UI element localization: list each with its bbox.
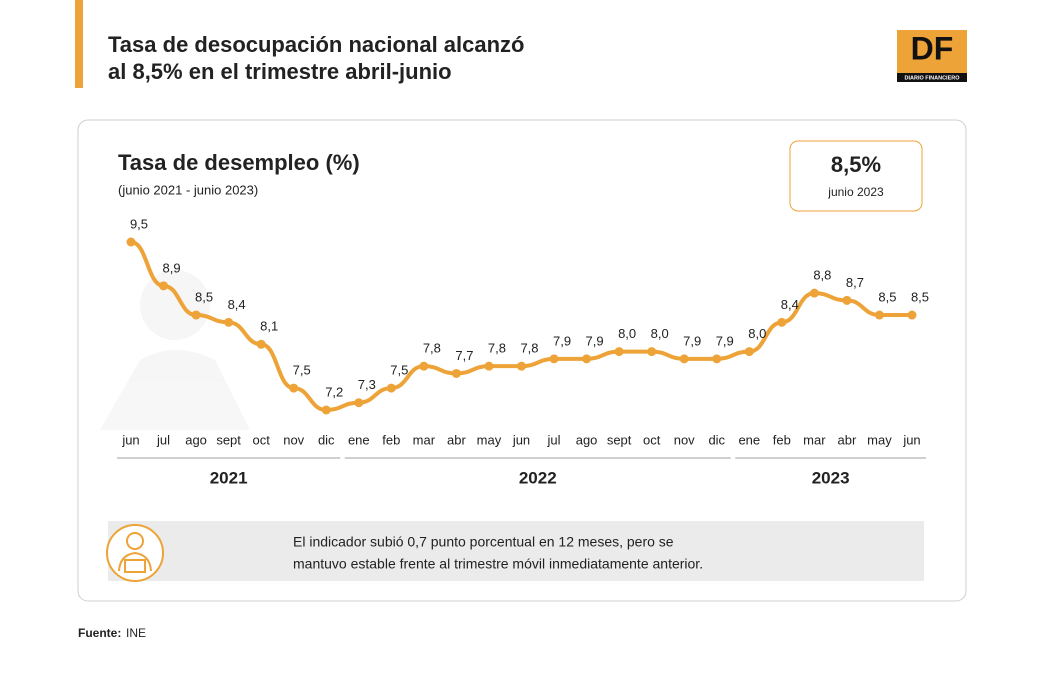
x-tick-label: ago [185,432,207,447]
value-label: 7,8 [520,341,538,356]
group-label: 2021 [210,468,248,487]
point [679,354,689,364]
accent-bar [75,0,83,88]
callout-box [789,140,923,212]
value-label: 7,2 [325,384,343,399]
point [712,354,722,364]
point [614,347,624,357]
value-label: 8,9 [163,260,181,275]
value-label: 8,1 [260,319,278,334]
group-label: 2022 [519,468,557,487]
value-label: 7,9 [553,333,571,348]
source-label: Fuente: [78,626,121,640]
x-tick-label: nov [283,432,304,447]
point [289,383,299,393]
point [549,354,559,364]
value-label: 7,8 [488,341,506,356]
point [321,405,331,415]
headline: Tasa de desocupación nacional alcanzó [108,32,525,57]
logo-strip [897,73,967,82]
value-label: 7,5 [293,363,311,378]
value-label: 8,5 [878,289,896,304]
x-tick-label: jun [512,432,530,447]
value-label: 8,5 [195,289,213,304]
x-tick-label: oct [252,432,270,447]
value-label: 9,5 [130,216,148,231]
x-tick-label: feb [773,432,791,447]
x-tick-label: mar [803,432,826,447]
point [647,347,657,357]
point [582,354,592,364]
point [191,310,201,320]
x-tick-label: dic [318,432,335,447]
x-tick-label: dic [708,432,725,447]
value-label: 7,5 [390,363,408,378]
value-label: 8,5 [911,289,929,304]
value-label: 8,0 [618,326,636,341]
value-label: 7,3 [358,377,376,392]
x-tick-label: jun [121,432,139,447]
callout-value: 8,5% [831,152,881,177]
point [517,361,526,371]
x-tick-label: feb [382,432,400,447]
x-tick-label: oct [643,432,661,447]
x-tick-label: jul [156,432,170,447]
x-tick-label: ene [738,432,760,447]
value-label: 7,9 [586,333,604,348]
x-tick-label: abr [838,432,857,447]
x-tick-label: may [867,432,892,447]
x-tick-label: jul [547,432,561,447]
x-tick-label: may [477,432,502,447]
point [126,237,136,247]
note-text: El indicador subió 0,7 punto porcentual … [293,534,674,550]
point [777,317,787,327]
note-box [108,521,924,581]
source-value: INE [126,626,146,640]
x-tick-label: abr [447,432,466,447]
x-tick-label: ene [348,432,370,447]
x-tick-label: mar [413,432,436,447]
value-label: 7,8 [423,341,441,356]
point [256,339,266,349]
x-tick-label: sept [216,432,241,447]
x-tick-label: sept [607,432,632,447]
point [907,310,917,320]
value-label: 7,9 [716,333,734,348]
x-tick-label: ago [576,432,598,447]
note-icon-figure [118,532,152,573]
point [224,317,234,327]
chart-subtitle: (junio 2021 - junio 2023) [118,182,258,197]
group-label: 2023 [812,468,850,487]
point [744,347,754,357]
value-label: 8,4 [228,297,246,312]
point [451,368,461,378]
value-label: 8,7 [846,275,864,290]
value-label: 8,4 [781,297,799,312]
note-text: mantuvo estable frente al trimestre móvi… [293,556,703,572]
headline: al 8,5% en el trimestre abril-junio [108,59,452,84]
value-label: 7,9 [683,333,701,348]
value-label: 8,8 [813,268,831,283]
value-label: 8,0 [748,326,766,341]
value-label: 7,7 [455,348,473,363]
point [874,310,884,320]
point [809,288,819,298]
x-tick-label: jun [902,432,920,447]
x-tick-label: nov [674,432,695,447]
point [159,281,169,291]
background-figure [100,270,250,430]
logo-subtext: DIARIO FINANCIERO [905,75,961,81]
point [354,398,364,408]
card [77,119,967,602]
value-label: 8,0 [651,326,669,341]
callout-label: junio 2023 [827,185,884,199]
point [386,383,396,393]
point [484,361,494,371]
chart-title: Tasa de desempleo (%) [118,150,360,175]
point [842,295,852,305]
logo-text: DF [911,30,954,66]
point [419,361,429,371]
